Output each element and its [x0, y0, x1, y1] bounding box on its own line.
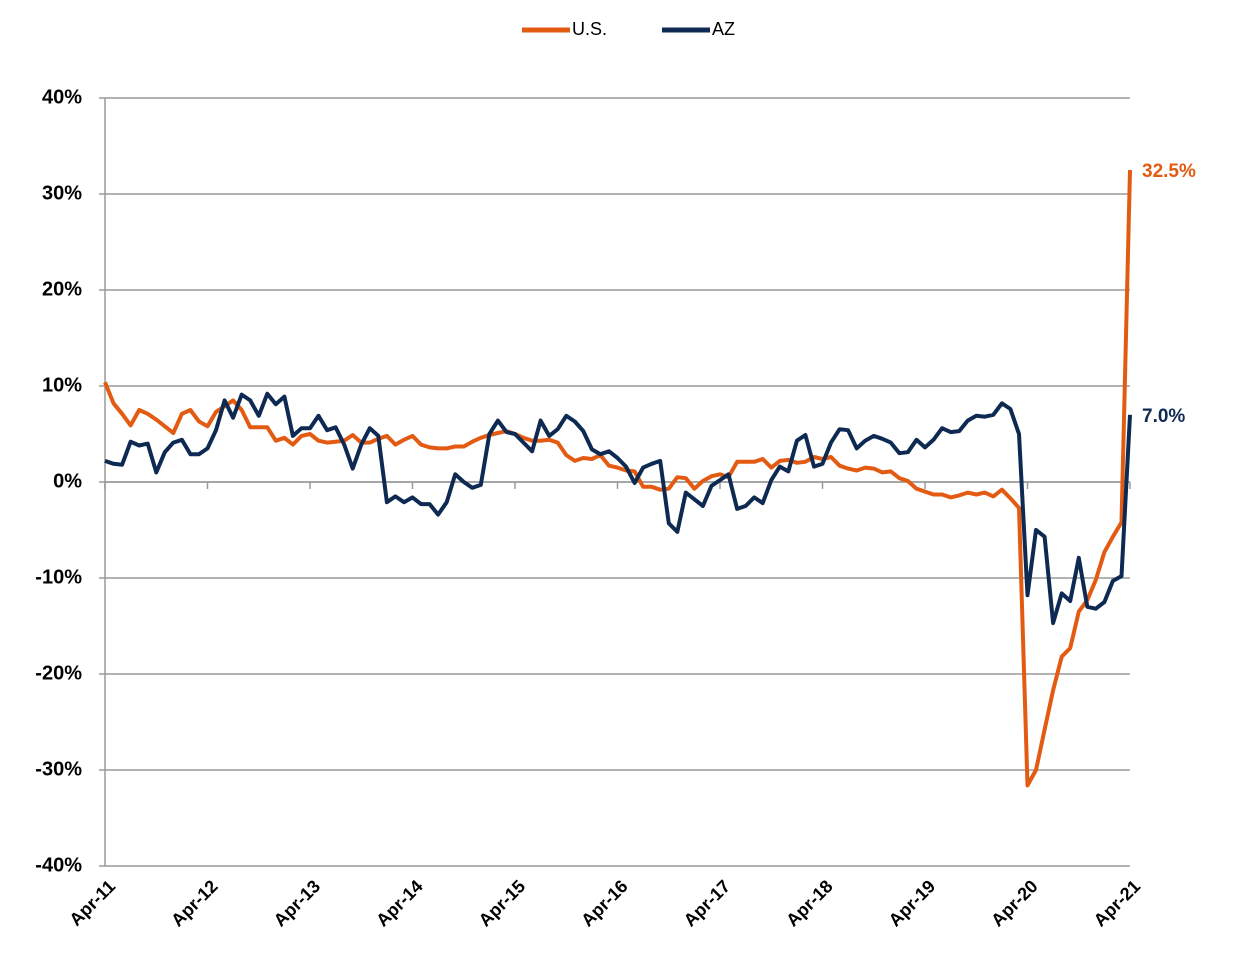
y-tick-label: 30% [42, 182, 82, 204]
data-label: 32.5% [1142, 161, 1196, 182]
x-tick-label: Apr-13 [270, 876, 324, 930]
data-label: 7.0% [1142, 406, 1185, 427]
y-tick-label: 0% [53, 470, 82, 492]
y-tick-label: 40% [42, 86, 82, 108]
x-tick-label: Apr-17 [680, 876, 734, 930]
x-tick-label: Apr-16 [577, 876, 631, 930]
x-tick-label: Apr-20 [987, 876, 1041, 930]
legend-label: U.S. [572, 19, 607, 39]
series-line [103, 169, 1132, 788]
x-tick-label: Apr-21 [1090, 876, 1144, 930]
y-tick-label: -40% [35, 854, 82, 876]
x-tick-label: Apr-12 [167, 876, 221, 930]
x-tick-label: Apr-15 [475, 876, 529, 930]
y-tick-label: 20% [42, 278, 82, 300]
x-tick-label: Apr-14 [372, 876, 426, 930]
series-line [104, 391, 1132, 626]
y-tick-label: 10% [42, 374, 82, 396]
y-tick-label: -10% [35, 566, 82, 588]
x-tick-label: Apr-11 [65, 876, 119, 930]
x-tick-label: Apr-19 [885, 876, 939, 930]
legend-label: AZ [712, 19, 735, 39]
y-tick-label: -20% [35, 662, 82, 684]
x-tick-label: Apr-18 [782, 876, 836, 930]
y-tick-label: -30% [35, 758, 82, 780]
